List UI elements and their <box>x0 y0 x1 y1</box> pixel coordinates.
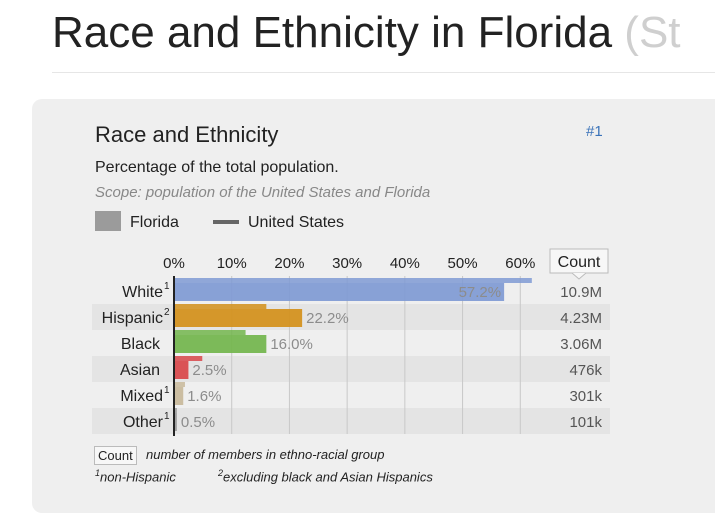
category-label: Asian <box>120 362 160 379</box>
count-value: 3.06M <box>560 336 602 353</box>
bar-united-states <box>174 304 267 309</box>
category-superscript: 2 <box>164 307 170 318</box>
bar-florida <box>174 309 303 327</box>
count-header-pointer <box>571 272 587 280</box>
bar-united-states <box>174 330 246 335</box>
x-tick-label: 40% <box>390 255 420 272</box>
bar-florida <box>174 361 189 379</box>
legend-us-line <box>213 220 239 224</box>
data-label: 2.5% <box>192 362 226 379</box>
footnote-1-text: non-Hispanic <box>100 469 176 485</box>
category-label: Mixed <box>120 388 163 405</box>
row-band <box>92 304 610 330</box>
bar-florida <box>174 387 184 405</box>
count-value: 101k <box>569 414 602 431</box>
data-label: 57.2% <box>459 284 502 301</box>
bar-florida <box>174 335 267 353</box>
page-title-suffix: (St <box>624 8 681 57</box>
title-divider <box>52 72 715 73</box>
footnote-2-mark: 2 <box>218 468 224 478</box>
x-tick-label: 60% <box>505 255 535 272</box>
bar-united-states <box>174 382 185 387</box>
count-header-box <box>549 248 609 274</box>
count-value: 10.9M <box>560 284 602 301</box>
row-band <box>92 408 610 434</box>
chart-subtitle: Percentage of the total population. <box>95 159 339 176</box>
row-band <box>92 356 610 382</box>
page-title-text: Race and Ethnicity in Florida <box>52 8 613 57</box>
chart-title: Race and Ethnicity <box>95 122 279 147</box>
bar-florida <box>174 283 505 301</box>
chart-scope: Scope: population of the United States a… <box>95 184 431 201</box>
count-header: Count <box>558 254 601 271</box>
count-value: 476k <box>569 362 602 379</box>
count-value: 4.23M <box>560 310 602 327</box>
rank-link[interactable]: #1 <box>586 123 603 140</box>
category-superscript: 1 <box>164 281 170 292</box>
bar-florida <box>174 413 177 431</box>
legend-florida-swatch <box>95 211 121 231</box>
footnote-2: 2excluding black and Asian Hispanics <box>218 468 433 484</box>
x-tick-label: 10% <box>217 255 247 272</box>
category-label: White <box>122 284 163 301</box>
count-note: number of members in ethno-racial group <box>146 447 385 462</box>
x-tick-label: 0% <box>163 255 185 272</box>
x-tick-label: 30% <box>332 255 362 272</box>
x-tick-label: 50% <box>448 255 478 272</box>
category-superscript: 1 <box>164 385 170 396</box>
legend-florida-label: Florida <box>130 214 179 231</box>
data-label: 22.2% <box>306 310 349 327</box>
count-value: 301k <box>569 388 602 405</box>
page-title: Race and Ethnicity in Florida (St <box>52 8 681 58</box>
footnote-1-mark: 1 <box>95 468 101 478</box>
data-label: 16.0% <box>270 336 313 353</box>
footnote-2-text: excluding black and Asian Hispanics <box>223 469 433 485</box>
category-label: Black <box>121 336 161 353</box>
data-label: 1.6% <box>187 388 221 405</box>
bar-united-states <box>174 408 177 413</box>
x-tick-label: 20% <box>274 255 304 272</box>
count-box: Count <box>94 446 137 465</box>
bar-united-states <box>174 356 203 361</box>
legend-us-label: United States <box>248 214 345 231</box>
category-label: Other <box>123 414 164 431</box>
footnote-1: 1non-Hispanic <box>95 468 176 484</box>
category-label: Hispanic <box>102 310 163 327</box>
category-superscript: 1 <box>164 411 170 422</box>
bar-united-states <box>174 278 532 283</box>
data-label: 0.5% <box>181 414 215 431</box>
